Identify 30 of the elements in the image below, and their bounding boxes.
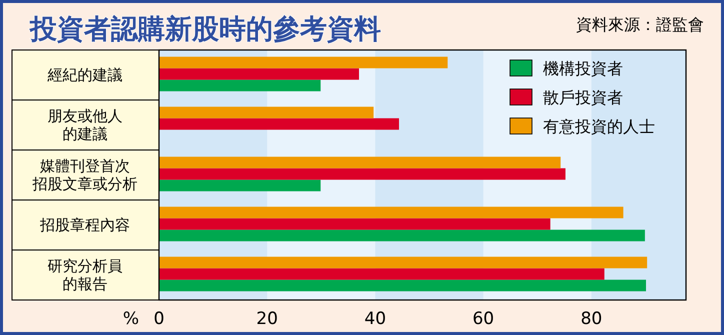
bar [159, 168, 566, 180]
bar [159, 218, 550, 230]
source-note: 資料來源：證監會 [576, 15, 704, 34]
bar [159, 230, 645, 242]
x-axis-title: % [122, 309, 140, 329]
y-tick-label: 研究分析員的報告 [48, 257, 122, 293]
x-tick-label: 0 [154, 309, 164, 329]
chart-title: 投資者認購新股時的參考資料 [29, 14, 381, 45]
y-tick-label: 媒體刊登首次招股文章或分析 [32, 157, 138, 193]
legend-label: 有意投資的人士 [543, 117, 655, 136]
y-tick-label: 招股章程內容 [39, 216, 130, 234]
legend-label: 機構投資者 [543, 59, 623, 78]
bar [159, 106, 374, 118]
bar [159, 156, 561, 168]
bar [159, 68, 359, 80]
legend-label: 散戶投資者 [543, 88, 623, 107]
bar [159, 206, 624, 218]
bar [159, 280, 646, 292]
x-tick-label: 20 [256, 309, 278, 329]
y-tick-label: 朋友或他人的建議 [48, 107, 122, 143]
bar [159, 56, 448, 68]
bar [159, 118, 399, 130]
x-tick-label: 80 [580, 309, 602, 329]
bar [159, 256, 648, 268]
x-tick-label: 40 [364, 309, 386, 329]
bar [159, 268, 604, 280]
x-tick-label: 60 [472, 309, 494, 329]
y-tick-label: 經紀的建議 [46, 66, 122, 84]
bar [159, 180, 321, 192]
bar [159, 80, 321, 92]
